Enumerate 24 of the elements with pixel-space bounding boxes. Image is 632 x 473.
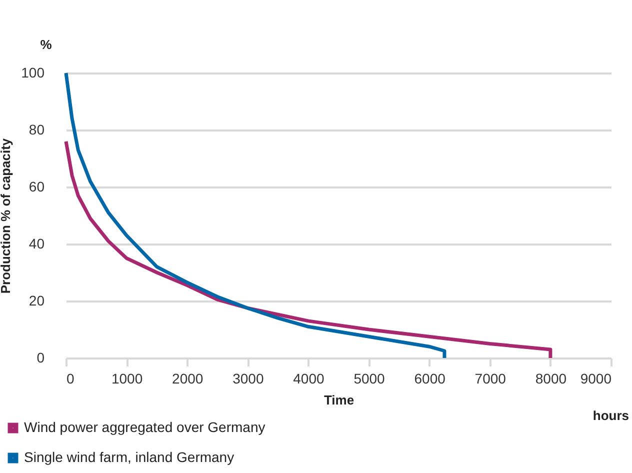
y-axis-title: Production % of capacity [0, 138, 14, 294]
x-tick-label: 6000 [414, 370, 446, 386]
y-tick-label: 20 [28, 292, 45, 308]
legend-label: Single wind farm, inland Germany [24, 449, 234, 465]
x-tick-label: 0 [66, 370, 74, 386]
text: hours [592, 408, 629, 423]
x-tick-label: 7000 [474, 370, 506, 386]
y-tick-label: 100 [21, 64, 45, 80]
y-tick-label: 60 [28, 178, 45, 194]
line-series [64, 140, 552, 360]
y-tick-label: 40 [28, 236, 45, 252]
x-tick-label: 9000 [580, 370, 612, 386]
x-tick-label: 5000 [354, 370, 386, 386]
legend-label: Wind power aggregated over Germany [24, 419, 266, 435]
x-tick-label: 1000 [111, 370, 143, 386]
y-tick-label: 80 [28, 122, 45, 138]
line-series [64, 71, 446, 360]
x-tick-label: 3000 [232, 370, 264, 386]
y-tick-label: 0 [36, 350, 45, 366]
x-tick-label: 4000 [293, 370, 325, 386]
x-tick-label: 2000 [172, 370, 204, 386]
text: % [40, 37, 52, 52]
x-axis-title: Time [324, 392, 354, 408]
x-tick-label: 8000 [535, 370, 567, 386]
